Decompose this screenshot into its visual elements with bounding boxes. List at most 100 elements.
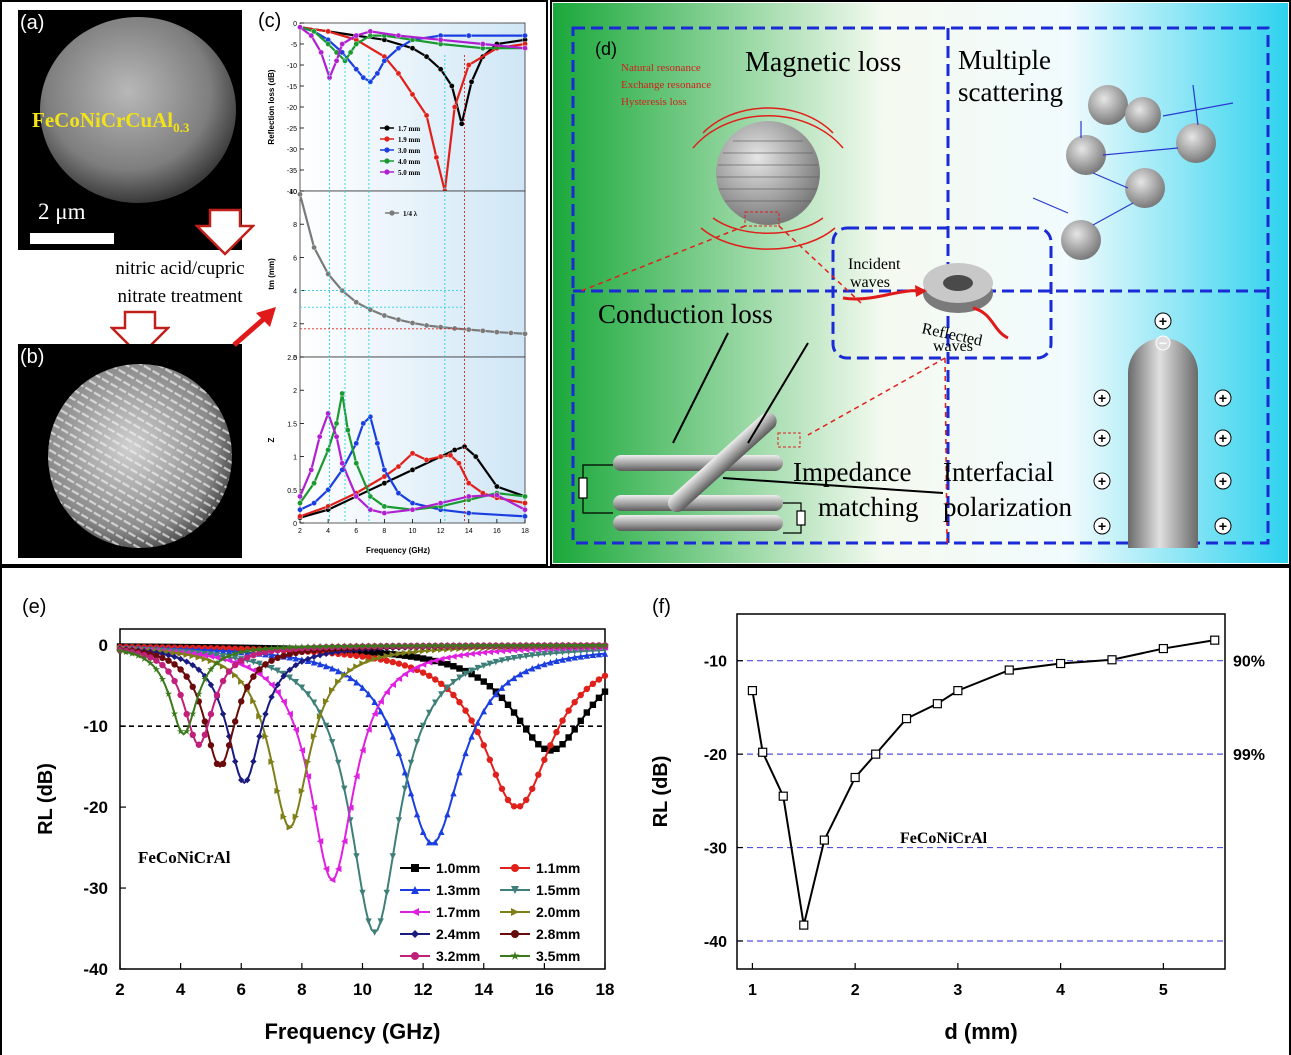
data-point	[819, 835, 829, 845]
data-point	[374, 440, 381, 447]
data-point	[341, 838, 348, 845]
data-point	[486, 641, 494, 649]
data-point	[381, 480, 388, 486]
data-point	[553, 745, 560, 753]
data-point	[371, 929, 378, 936]
data-point	[450, 653, 457, 660]
data-point	[395, 70, 402, 77]
legend-label: 3.0 mm	[398, 147, 420, 155]
svg-text:−: −	[1159, 335, 1167, 351]
data-point	[480, 41, 486, 47]
data-point	[409, 467, 416, 473]
data-point	[152, 665, 161, 673]
data-point	[389, 658, 397, 666]
x-axis-label: Frequency (GHz)	[264, 1019, 440, 1044]
data-point	[310, 733, 318, 740]
data-point	[583, 685, 591, 693]
data-point	[316, 651, 324, 659]
data-point	[423, 457, 430, 463]
data-point	[480, 707, 487, 715]
data-point	[395, 641, 403, 649]
data-point	[747, 686, 758, 696]
data-point	[322, 698, 330, 705]
data-point	[395, 660, 403, 667]
data-point	[541, 650, 548, 658]
impedance-label-1: Impedance	[793, 457, 911, 487]
data-point	[486, 756, 494, 763]
sem-image-a	[18, 10, 242, 250]
data-point	[535, 651, 542, 658]
data-point	[529, 652, 536, 659]
data-point	[494, 483, 500, 490]
data-point	[195, 651, 203, 658]
data-point	[423, 53, 430, 60]
data-point	[413, 739, 421, 746]
data-point	[547, 659, 554, 666]
data-point	[256, 650, 263, 657]
data-point	[219, 654, 227, 662]
magnetic-loss-label: Magnetic loss	[745, 47, 901, 78]
data-point	[419, 828, 427, 836]
data-point	[571, 726, 578, 733]
data-point	[377, 698, 384, 705]
data-point	[322, 865, 330, 873]
data-point	[407, 759, 415, 767]
plot-frame	[736, 613, 1226, 970]
data-point	[443, 641, 452, 649]
data-point	[595, 651, 603, 658]
data-point	[516, 641, 524, 649]
data-point	[432, 657, 439, 664]
data-point	[325, 41, 331, 47]
data-point	[444, 684, 451, 691]
data-point	[334, 642, 342, 650]
data-point	[365, 690, 372, 698]
data-point	[564, 641, 573, 649]
data-point	[347, 49, 354, 56]
data-point	[413, 810, 421, 818]
legend-label: 1.7mm	[436, 904, 480, 920]
data-point	[225, 651, 233, 659]
data-point	[451, 447, 458, 453]
data-point	[438, 691, 445, 698]
svg-text:Natural resonance: Natural resonance	[621, 62, 701, 74]
data-point	[595, 641, 603, 649]
chart-e-title: FeCoNiCrAl	[138, 848, 231, 867]
data-point	[339, 41, 345, 47]
legend: 1/4 λ	[385, 210, 418, 218]
mechanism-list: Natural resonance Exchange resonance Hys…	[621, 62, 711, 108]
data-point	[310, 804, 318, 811]
data-point	[183, 710, 190, 718]
data-point	[201, 675, 209, 683]
data-point	[522, 513, 528, 520]
data-point	[529, 734, 536, 741]
down-arrow-2	[110, 310, 170, 358]
data-point	[932, 699, 942, 709]
data-point	[268, 651, 275, 659]
data-point	[498, 785, 506, 792]
data-point	[601, 650, 609, 657]
data-point	[778, 791, 788, 801]
data-point	[335, 678, 342, 685]
data-point	[298, 787, 306, 795]
conduction-rods	[578, 332, 944, 534]
data-point	[371, 649, 378, 656]
data-point	[207, 651, 215, 658]
multiple-label-1: Multiple	[958, 45, 1051, 75]
data-point	[547, 650, 554, 657]
data-point	[472, 453, 479, 460]
data-point	[213, 654, 221, 661]
data-point	[159, 661, 166, 669]
impedance-label-2: matching	[818, 492, 918, 522]
data-point	[146, 659, 154, 667]
data-point	[304, 642, 312, 650]
data-point	[437, 453, 444, 460]
chart-c-plot-3: 0 0.5 1 1.5 2 2.5 Z 2 4 6 8 10 12 14 16 18	[267, 355, 529, 535]
x-tick-label: 3	[953, 982, 962, 999]
data-point	[183, 673, 190, 680]
data-point	[170, 709, 179, 717]
data-point	[522, 653, 530, 660]
data-point	[540, 641, 549, 649]
reflected-label-2: waves	[933, 338, 973, 355]
data-point	[409, 450, 416, 457]
reference-label: 90%	[1233, 654, 1265, 671]
